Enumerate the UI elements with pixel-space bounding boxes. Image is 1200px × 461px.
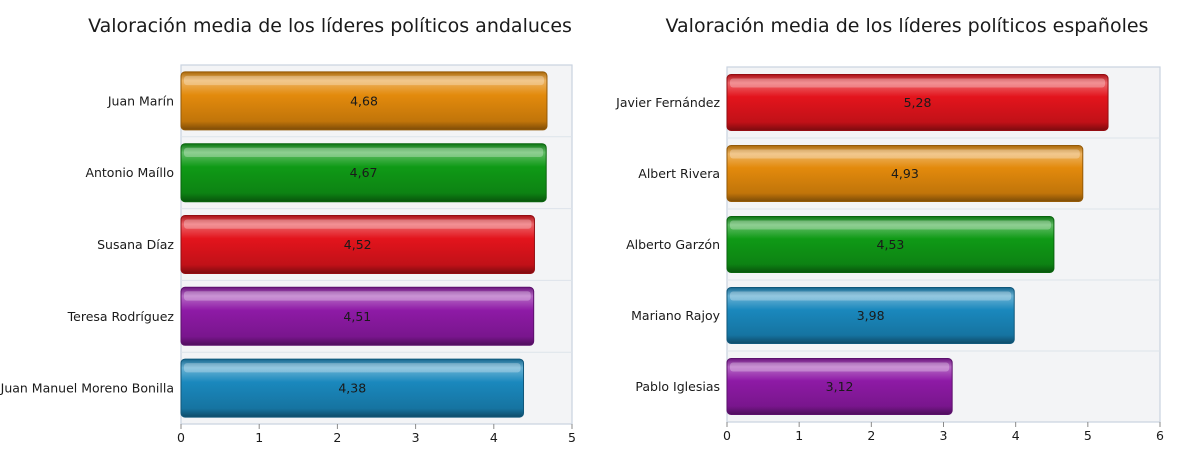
x-tick-label: 4 — [1012, 428, 1020, 443]
category-label: Susana Díaz — [97, 237, 174, 252]
x-tick-label: 3 — [940, 428, 948, 443]
x-tick-label: 4 — [490, 430, 498, 445]
category-label: Alberto Garzón — [626, 237, 720, 252]
bar-highlight — [184, 291, 531, 301]
bar-highlight — [184, 363, 521, 373]
category-label: Albert Rivera — [638, 166, 720, 181]
category-label: Javier Fernández — [615, 95, 720, 110]
x-tick-label: 5 — [568, 430, 576, 445]
bar — [726, 145, 1084, 202]
x-tick-label: 2 — [867, 428, 875, 443]
bar-highlight — [730, 220, 1051, 230]
data-label: 4,51 — [343, 309, 371, 324]
bar — [726, 74, 1109, 131]
bar-highlight — [730, 291, 1012, 301]
bar — [180, 143, 547, 203]
data-label: 5,28 — [904, 95, 932, 110]
x-tick-label: 2 — [333, 430, 341, 445]
data-label: 3,98 — [857, 308, 885, 323]
x-tick-label: 1 — [255, 430, 263, 445]
bar-highlight — [184, 75, 544, 86]
x-tick-label: 5 — [1084, 428, 1092, 443]
chart-espanoles: Valoración media de los líderes político… — [615, 15, 1164, 443]
bar-highlight — [730, 362, 950, 372]
x-tick-label: 6 — [1156, 428, 1164, 443]
data-label: 4,67 — [350, 165, 378, 180]
data-label: 4,53 — [877, 237, 905, 252]
bar — [180, 71, 548, 131]
data-label: 4,93 — [891, 166, 919, 181]
category-label: Teresa Rodríguez — [67, 309, 175, 324]
bar — [180, 358, 525, 418]
data-label: 3,12 — [826, 379, 854, 394]
bar-highlight — [730, 149, 1080, 159]
data-label: 4,52 — [344, 237, 372, 252]
bar-highlight — [730, 78, 1106, 88]
chart-title: Valoración media de los líderes político… — [666, 15, 1149, 37]
x-tick-label: 0 — [177, 430, 185, 445]
bar — [726, 287, 1015, 344]
category-label: Juan Manuel Moreno Bonilla — [0, 381, 174, 396]
bar — [180, 286, 535, 346]
data-label: 4,68 — [350, 93, 378, 108]
x-tick-label: 3 — [412, 430, 420, 445]
category-label: Antonio Maíllo — [85, 165, 174, 180]
data-label: 4,38 — [338, 381, 366, 396]
category-label: Pablo Iglesias — [635, 379, 720, 394]
x-tick-label: 1 — [795, 428, 803, 443]
bar-highlight — [184, 147, 544, 157]
bar — [180, 215, 535, 274]
bar-highlight — [184, 219, 532, 229]
bar — [726, 216, 1055, 273]
chart-andaluces: Valoración media de los líderes político… — [0, 15, 576, 445]
bar — [726, 358, 953, 415]
chart-title: Valoración media de los líderes político… — [88, 15, 572, 37]
category-label: Mariano Rajoy — [631, 308, 720, 323]
category-label: Juan Marín — [107, 93, 174, 108]
x-tick-label: 0 — [723, 428, 731, 443]
